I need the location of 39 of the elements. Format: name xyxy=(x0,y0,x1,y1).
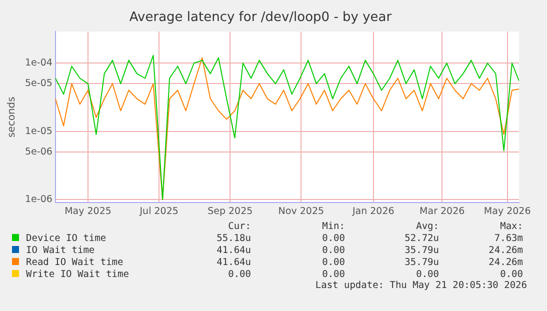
text: 52.72u xyxy=(404,232,440,244)
text: Last update: Thu May 21 20:05:30 2026 xyxy=(314,280,527,291)
x-tick-label: Sep 2025 xyxy=(208,206,253,217)
text: 0.00 xyxy=(321,232,346,244)
text: 24.26m xyxy=(488,244,524,256)
legend-label: Device IO time xyxy=(26,232,106,244)
text: 35.79u xyxy=(404,256,440,268)
x-tick-label: Nov 2025 xyxy=(278,206,324,217)
text: 0.00 xyxy=(321,244,346,256)
text: Min: xyxy=(321,220,346,232)
text: 0.00 xyxy=(321,268,346,280)
text: 55.18u xyxy=(216,232,252,244)
legend-label: Read IO Wait time xyxy=(26,256,124,268)
text: 7.63m xyxy=(493,232,524,244)
legend-label: Write IO Wait time xyxy=(26,268,129,280)
text: Avg: xyxy=(415,220,440,232)
y-tick-label: 1e-05 xyxy=(25,126,52,137)
text: 41.64u xyxy=(216,256,252,268)
x-tick-label: May 2025 xyxy=(64,206,112,217)
text: 0.00 xyxy=(227,268,252,280)
text: 41.64u xyxy=(216,244,252,256)
text: 0.00 xyxy=(321,256,346,268)
text: Max: xyxy=(499,220,524,232)
x-tick-label: Mar 2026 xyxy=(420,206,465,217)
x-tick-label: Jul 2025 xyxy=(138,206,178,217)
y-tick-label: 5e-05 xyxy=(25,78,52,90)
y-tick-label: 5e-06 xyxy=(25,146,52,158)
y-tick-label: 1e-04 xyxy=(25,58,52,69)
text: 35.79u xyxy=(404,244,440,256)
text: 24.26m xyxy=(488,256,524,268)
x-tick-label: May 2026 xyxy=(484,206,531,217)
chart-title: Average latency for /dev/loop0 - by year xyxy=(129,10,392,26)
y-axis-title: seconds xyxy=(6,96,18,138)
text: 0.00 xyxy=(415,268,440,280)
y-tick-label: 1e-06 xyxy=(25,194,52,205)
legend-label: IO Wait time xyxy=(26,244,95,256)
x-tick-label: Jan 2026 xyxy=(351,206,394,217)
text: 0.00 xyxy=(499,268,524,280)
text: Cur: xyxy=(227,220,252,232)
